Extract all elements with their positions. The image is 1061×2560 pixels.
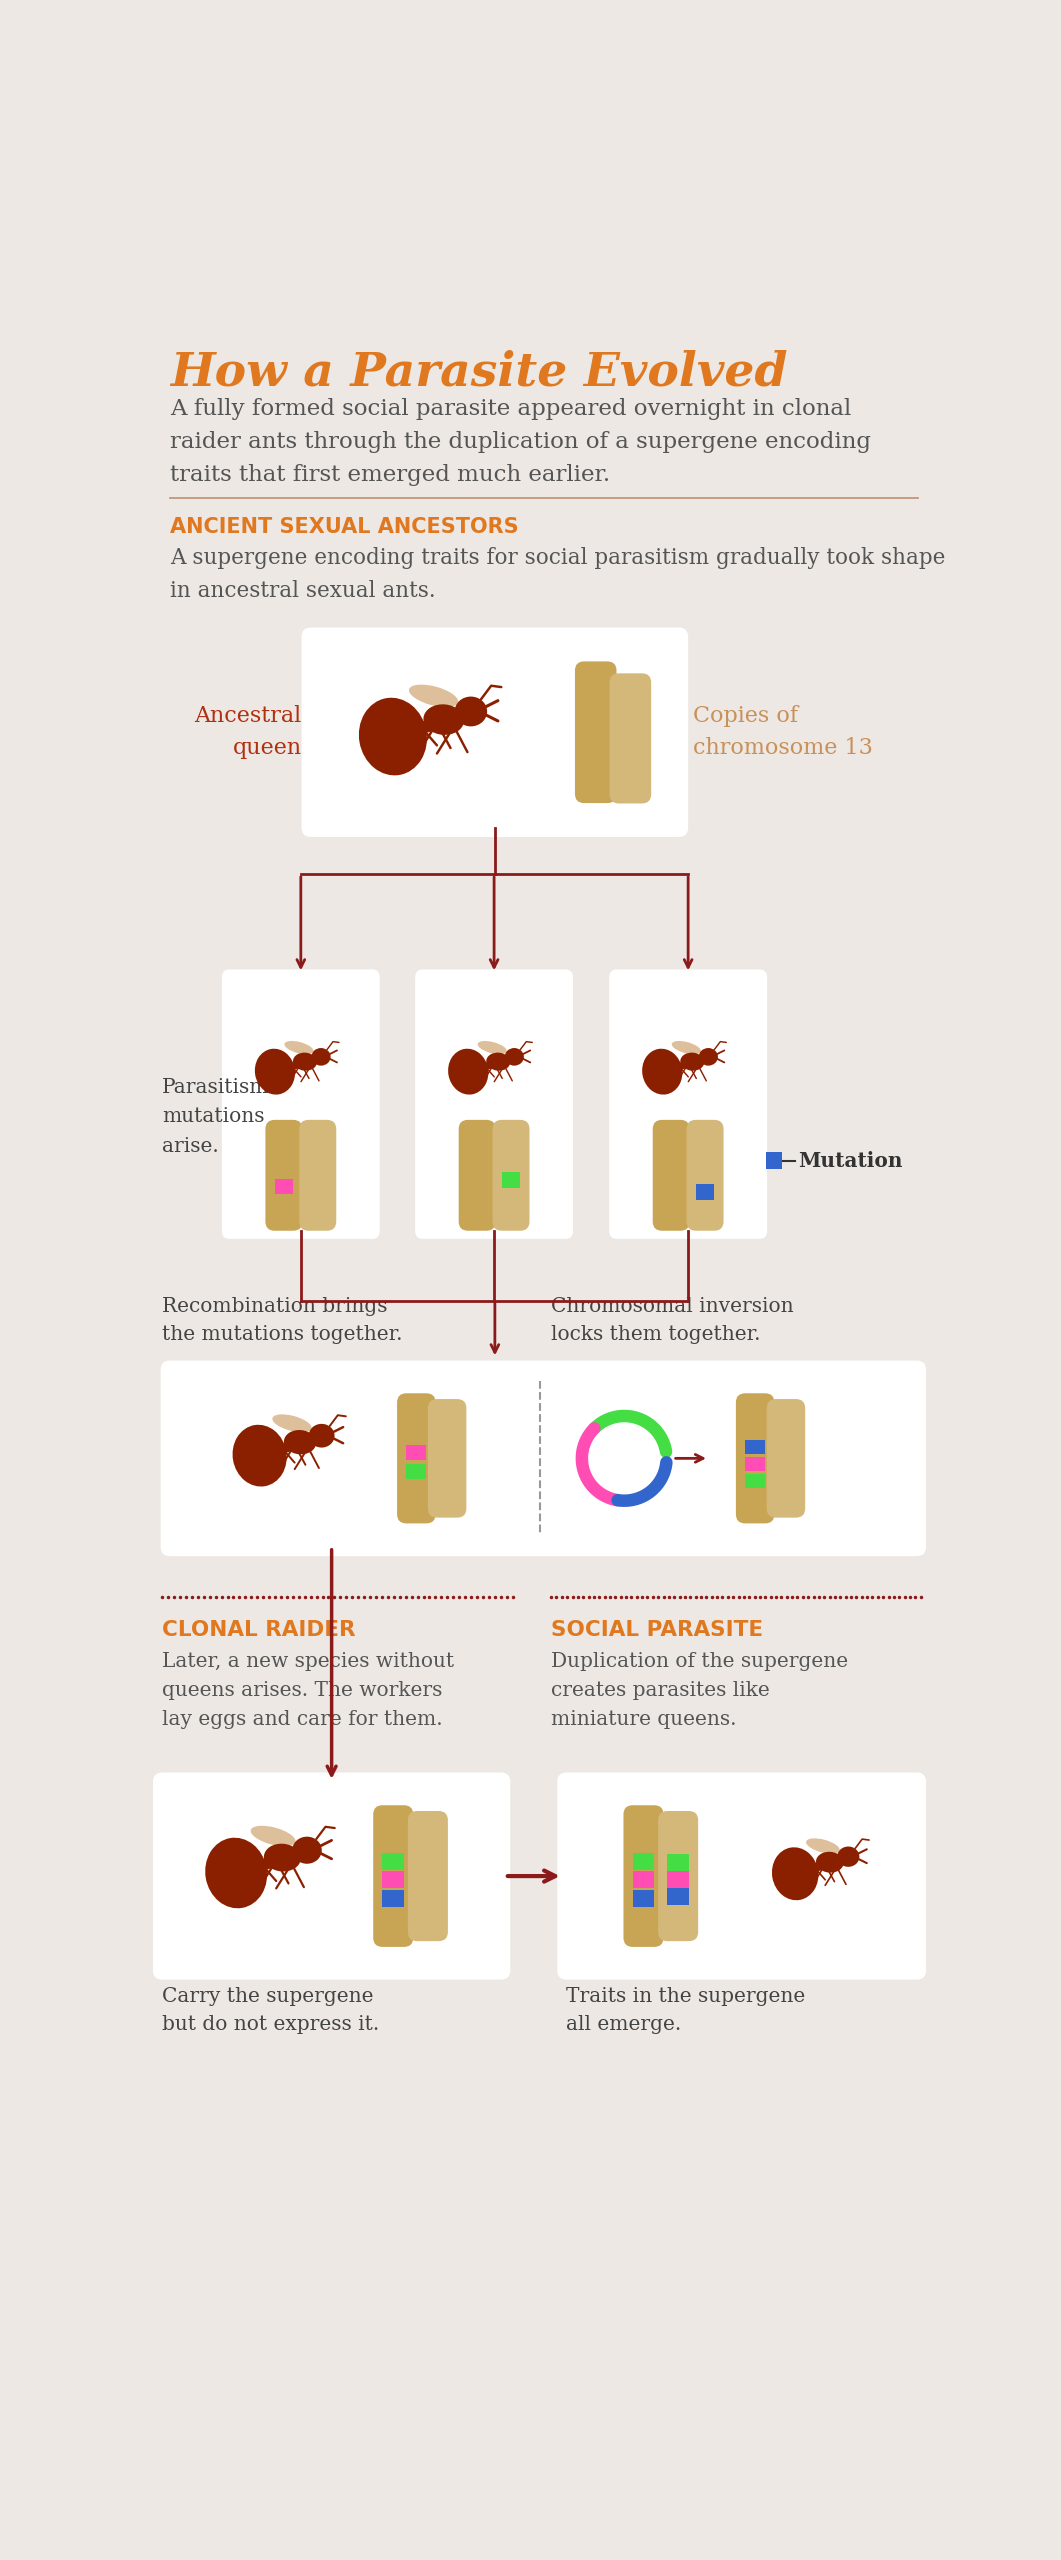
Text: Chromosomal inversion
locks them together.: Chromosomal inversion locks them togethe… xyxy=(551,1298,794,1344)
Ellipse shape xyxy=(816,1851,843,1874)
Ellipse shape xyxy=(699,1047,718,1065)
Ellipse shape xyxy=(408,684,458,707)
Text: Later, a new species without
queens arises. The workers
lay eggs and care for th: Later, a new species without queens aris… xyxy=(162,1651,454,1728)
Ellipse shape xyxy=(264,1843,301,1871)
FancyBboxPatch shape xyxy=(299,1119,336,1231)
Text: CLONAL RAIDER: CLONAL RAIDER xyxy=(162,1620,355,1641)
Ellipse shape xyxy=(486,1052,510,1070)
Bar xyxy=(406,1444,427,1459)
FancyBboxPatch shape xyxy=(428,1400,467,1518)
Bar xyxy=(406,1464,427,1480)
Text: Recombination brings
the mutations together.: Recombination brings the mutations toget… xyxy=(162,1298,403,1344)
Ellipse shape xyxy=(250,1825,296,1846)
FancyBboxPatch shape xyxy=(153,1772,510,1979)
FancyBboxPatch shape xyxy=(160,1359,926,1556)
Ellipse shape xyxy=(419,719,434,732)
Ellipse shape xyxy=(484,1062,492,1070)
Text: Mutation: Mutation xyxy=(798,1152,902,1170)
FancyBboxPatch shape xyxy=(222,970,380,1239)
FancyBboxPatch shape xyxy=(557,1772,926,1979)
Bar xyxy=(502,1172,520,1188)
Ellipse shape xyxy=(255,1050,295,1096)
Bar xyxy=(667,1853,689,1871)
Bar xyxy=(382,1853,404,1869)
Ellipse shape xyxy=(273,1413,312,1431)
Ellipse shape xyxy=(837,1846,859,1866)
FancyBboxPatch shape xyxy=(407,1810,448,1940)
Ellipse shape xyxy=(260,1859,274,1869)
Ellipse shape xyxy=(423,704,464,735)
Ellipse shape xyxy=(477,1042,507,1055)
Ellipse shape xyxy=(281,1444,293,1452)
FancyBboxPatch shape xyxy=(686,1119,724,1231)
Ellipse shape xyxy=(232,1426,286,1487)
Ellipse shape xyxy=(309,1423,334,1446)
Ellipse shape xyxy=(292,1836,321,1864)
Bar xyxy=(632,1853,655,1869)
FancyBboxPatch shape xyxy=(397,1393,436,1523)
FancyBboxPatch shape xyxy=(265,1119,302,1231)
Text: Traits in the supergene
all emerge.: Traits in the supergene all emerge. xyxy=(567,1987,805,2035)
Text: A fully formed social parasite appeared overnight in clonal
raider ants through : A fully formed social parasite appeared … xyxy=(170,397,871,486)
Ellipse shape xyxy=(806,1838,839,1853)
FancyBboxPatch shape xyxy=(492,1119,529,1231)
FancyBboxPatch shape xyxy=(415,970,573,1239)
Bar xyxy=(382,1871,404,1889)
Ellipse shape xyxy=(672,1042,701,1055)
Ellipse shape xyxy=(448,1050,488,1096)
Bar xyxy=(667,1871,689,1887)
FancyBboxPatch shape xyxy=(458,1119,495,1231)
Text: ANCIENT SEXUAL ANCESTORS: ANCIENT SEXUAL ANCESTORS xyxy=(170,517,519,538)
Ellipse shape xyxy=(642,1050,682,1096)
Bar xyxy=(745,1441,765,1454)
Text: Duplication of the supergene
creates parasites like
miniature queens.: Duplication of the supergene creates par… xyxy=(551,1651,848,1728)
Ellipse shape xyxy=(291,1062,299,1070)
FancyBboxPatch shape xyxy=(767,1400,805,1518)
FancyBboxPatch shape xyxy=(301,627,689,837)
FancyBboxPatch shape xyxy=(658,1810,698,1940)
Bar xyxy=(766,1152,782,1170)
Text: Carry the supergene
but do not express it.: Carry the supergene but do not express i… xyxy=(162,1987,380,2035)
FancyBboxPatch shape xyxy=(610,673,651,804)
Ellipse shape xyxy=(311,1047,331,1065)
Ellipse shape xyxy=(205,1838,267,1907)
Ellipse shape xyxy=(454,696,487,727)
FancyBboxPatch shape xyxy=(653,1119,690,1231)
Text: Parasitism
mutations
arise.: Parasitism mutations arise. xyxy=(162,1078,269,1157)
Text: Ancestral
queen: Ancestral queen xyxy=(194,704,301,760)
Ellipse shape xyxy=(284,1042,314,1055)
Bar xyxy=(745,1475,765,1487)
Bar xyxy=(667,1887,689,1905)
Bar xyxy=(745,1457,765,1472)
Ellipse shape xyxy=(284,1431,316,1454)
Bar xyxy=(632,1871,655,1889)
Ellipse shape xyxy=(813,1864,823,1871)
FancyBboxPatch shape xyxy=(736,1393,775,1523)
Bar xyxy=(275,1178,293,1193)
Text: How a Parasite Evolved: How a Parasite Evolved xyxy=(170,351,787,397)
FancyBboxPatch shape xyxy=(575,660,616,804)
Ellipse shape xyxy=(293,1052,317,1070)
Text: SOCIAL PARASITE: SOCIAL PARASITE xyxy=(551,1620,763,1641)
Ellipse shape xyxy=(359,699,427,776)
Text: Copies of
chromosome 13: Copies of chromosome 13 xyxy=(693,704,872,760)
Bar xyxy=(632,1889,655,1907)
FancyBboxPatch shape xyxy=(373,1805,413,1948)
Bar xyxy=(696,1185,714,1201)
FancyBboxPatch shape xyxy=(609,970,767,1239)
FancyBboxPatch shape xyxy=(624,1805,663,1948)
Bar xyxy=(382,1889,404,1907)
Ellipse shape xyxy=(680,1052,705,1070)
Text: A supergene encoding traits for social parasitism gradually took shape
in ancest: A supergene encoding traits for social p… xyxy=(170,548,945,602)
Ellipse shape xyxy=(772,1848,818,1900)
Ellipse shape xyxy=(678,1062,686,1070)
Ellipse shape xyxy=(505,1047,524,1065)
